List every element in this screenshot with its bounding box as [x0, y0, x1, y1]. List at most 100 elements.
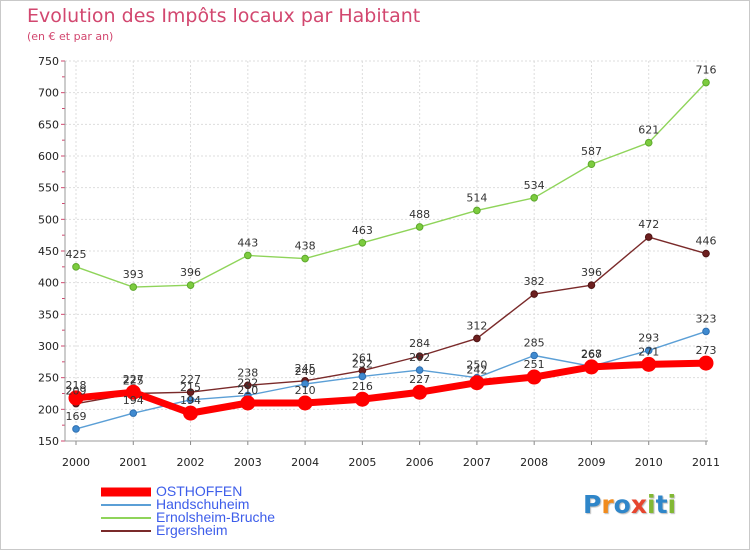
data-label-ergersheim: 225 [123, 375, 144, 388]
proxiti-logo: Proxiti [583, 490, 676, 519]
data-point-handschuheim [186, 396, 195, 404]
data-point-ernolsheim-bruche [358, 238, 367, 247]
data-label-ergersheim: 312 [466, 319, 487, 332]
data-point-ergersheim [473, 334, 481, 343]
data-label-osthoffen: 227 [409, 373, 430, 386]
data-point-osthoffen [412, 384, 428, 400]
y-tick-label: 350 [38, 308, 59, 321]
data-label-ergersheim: 472 [638, 218, 659, 231]
data-point-ernolsheim-bruche [587, 160, 596, 169]
data-point-handschuheim [702, 327, 710, 336]
legend-label: Handschuheim [156, 496, 250, 512]
y-tick-label: 450 [38, 245, 59, 258]
data-point-osthoffen [641, 356, 657, 372]
data-point-ernolsheim-bruche [129, 283, 138, 291]
data-label-osthoffen: 194 [180, 394, 201, 407]
grid [65, 60, 708, 442]
x-tick-label: 2001 [119, 456, 147, 469]
logo-letter: r [601, 490, 614, 519]
data-label-osthoffen: 271 [638, 345, 659, 358]
data-point-handschuheim [72, 425, 80, 433]
data-label-ernolsheim-bruche: 396 [180, 266, 201, 279]
x-tick-label: 2011 [692, 456, 720, 469]
y-tick-label: 250 [38, 372, 59, 385]
x-tick-label: 2008 [520, 456, 548, 469]
data-point-handschuheim [644, 346, 653, 355]
x-tick-label: 2010 [635, 456, 663, 469]
data-label-handschuheim: 240 [295, 365, 316, 378]
data-point-ergersheim [702, 249, 710, 258]
data-label-ergersheim: 209 [66, 385, 87, 398]
x-tick-label: 2009 [577, 456, 605, 469]
data-point-handschuheim [129, 409, 138, 417]
y-tick-label: 750 [38, 55, 59, 68]
data-label-handschuheim: 250 [466, 359, 487, 372]
series [68, 78, 714, 433]
data-point-osthoffen [68, 390, 84, 406]
data-label-ergersheim: 245 [295, 362, 316, 375]
y-tick-label: 550 [38, 182, 59, 195]
data-label-handschuheim: 293 [638, 331, 659, 344]
data-point-ergersheim [244, 381, 252, 390]
legend-swatch [101, 503, 151, 506]
data-label-ernolsheim-bruche: 716 [696, 64, 717, 77]
legend-swatch [101, 529, 151, 532]
data-point-ernolsheim-bruche [301, 254, 309, 263]
y-tick-label: 150 [38, 435, 59, 448]
y-tick-label: 700 [38, 87, 59, 100]
data-point-osthoffen [240, 395, 256, 411]
data-label-handschuheim: 268 [581, 347, 602, 360]
logo-letter: P [583, 490, 602, 519]
y-tick-label: 600 [38, 150, 59, 163]
x-tick-label: 2003 [234, 456, 262, 469]
series-line-osthoffen [72, 359, 710, 417]
data-point-osthoffen [583, 359, 599, 375]
data-point-ernolsheim-bruche [72, 263, 80, 271]
data-point-osthoffen [469, 375, 485, 391]
data-point-osthoffen [698, 355, 714, 371]
data-point-ernolsheim-bruche [244, 251, 252, 260]
data-label-ergersheim: 382 [524, 275, 545, 288]
data-point-osthoffen [526, 369, 542, 385]
data-label-ergersheim: 238 [237, 366, 258, 379]
data-point-ernolsheim-bruche [530, 194, 538, 202]
data-label-handschuheim: 194 [123, 394, 144, 407]
data-label-osthoffen: 242 [466, 364, 487, 377]
data-label-ernolsheim-bruche: 443 [237, 236, 258, 249]
data-label-osthoffen: 273 [696, 344, 717, 357]
data-label-ergersheim: 284 [409, 337, 430, 350]
data-label-ergersheim: 227 [180, 373, 201, 386]
data-label-osthoffen: 251 [524, 358, 545, 371]
x-tick-label: 2004 [291, 456, 319, 469]
data-point-handschuheim [415, 366, 424, 374]
data-point-handschuheim [530, 351, 538, 360]
data-point-osthoffen [125, 384, 141, 400]
series-line-ergersheim [75, 236, 707, 405]
data-label-handschuheim: 215 [180, 381, 201, 394]
data-point-ergersheim [587, 281, 596, 290]
y-tick-label: 500 [38, 213, 59, 226]
data-label-ergersheim: 396 [581, 266, 602, 279]
data-label-ernolsheim-bruche: 534 [524, 179, 545, 192]
data-label-ernolsheim-bruche: 621 [638, 124, 659, 137]
chart-title: Evolution des Impôts locaux par Habitant [27, 5, 421, 27]
data-label-osthoffen: 216 [352, 380, 373, 393]
data-point-ernolsheim-bruche [702, 78, 710, 87]
data-label-ernolsheim-bruche: 587 [581, 145, 602, 158]
series-line-ernolsheim-bruche [75, 81, 707, 288]
data-point-ernolsheim-bruche [473, 206, 481, 215]
data-label-handschuheim: 169 [66, 410, 87, 423]
data-label-handschuheim: 262 [409, 351, 430, 364]
data-point-ernolsheim-bruche [644, 138, 653, 147]
data-point-ergersheim [644, 233, 653, 241]
data-label-ergersheim: 261 [352, 352, 373, 365]
x-tick-label: 2006 [406, 456, 434, 469]
data-label-ernolsheim-bruche: 463 [352, 224, 373, 237]
data-label-handschuheim: 222 [237, 376, 258, 389]
data-label-osthoffen: 218 [66, 379, 87, 392]
data-label-handschuheim: 285 [524, 337, 545, 350]
logo-letter: i [667, 490, 677, 519]
